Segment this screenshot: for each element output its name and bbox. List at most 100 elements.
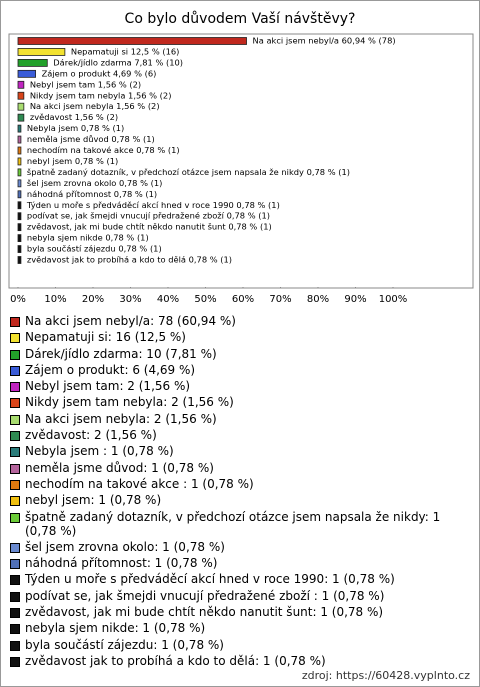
legend-label: Na akci jsem nebyl/a: 78 (60,94 %)	[25, 314, 236, 328]
legend-swatch	[10, 512, 20, 523]
bar-label: Nepamatuji si 12,5 % (16)	[71, 46, 180, 56]
legend-label: byla součástí zájezdu: 1 (0,78 %)	[25, 637, 224, 652]
legend-label: Nebyla jsem : 1 (0,78 %)	[25, 444, 174, 459]
legend-label: nechodím na takové akce : 1 (0,78 %)	[25, 476, 254, 491]
bar	[17, 80, 25, 89]
legend-label: nebyla sjem nikde: 1 (0,78 %)	[25, 621, 206, 636]
legend-item: podívat se, jak šmejdi vnucují předražen…	[10, 589, 472, 603]
x-tick-label: 50%	[194, 294, 216, 305]
bar	[17, 223, 22, 232]
legend-item: šel jsem zrovna okolo: 1 (0,78 %)	[10, 540, 472, 554]
legend-label: Na akci jsem nebyla: 2 (1,56 %)	[25, 411, 217, 426]
legend-item: nebyla sjem nikde: 1 (0,78 %)	[10, 621, 472, 635]
bar-label: nechodím na takové akce 0,78 % (1)	[27, 145, 180, 155]
legend-swatch	[10, 542, 20, 553]
bar	[17, 59, 48, 67]
x-tick-label: 60%	[232, 294, 254, 305]
bar-label: podívat se, jak šmejdi vnucují předražen…	[27, 211, 270, 221]
legend-item: zvědavost jak to probíhá a kdo to dělá: …	[10, 654, 472, 668]
legend-swatch	[10, 479, 20, 490]
bar	[17, 91, 25, 100]
legend-swatch	[10, 398, 20, 409]
x-tick-label: 20%	[82, 294, 104, 305]
legend-swatch	[10, 414, 20, 425]
x-tick-label: 90%	[344, 294, 366, 305]
legend-item: byla součástí zájezdu: 1 (0,78 %)	[10, 638, 472, 652]
legend-label: zvědavost jak to probíhá a kdo to dělá: …	[25, 653, 326, 668]
legend-swatch	[10, 463, 20, 474]
bar	[17, 256, 22, 264]
legend-item: špatně zadaný dotazník, v předchozí otáz…	[10, 510, 472, 538]
legend-item: Zájem o produkt: 6 (4,69 %)	[10, 363, 472, 377]
bar	[17, 135, 22, 144]
legend-swatch	[10, 431, 20, 442]
x-tick-label: 70%	[269, 294, 291, 305]
bar-label: nebyl jsem 0,78 % (1)	[27, 156, 118, 166]
x-tick-label: 40%	[157, 294, 179, 305]
legend-item: zvědavost, jak mi bude chtít někdo nanut…	[10, 605, 472, 619]
bar	[17, 102, 25, 111]
bar	[17, 234, 22, 243]
legend-label: nebyl jsem: 1 (0,78 %)	[25, 493, 162, 508]
bar	[17, 113, 25, 122]
bar	[17, 190, 22, 199]
bar-label: nebyla sjem nikde 0,78 % (1)	[27, 233, 149, 243]
legend-item: neměla jsme důvod: 1 (0,78 %)	[10, 461, 472, 475]
legend-swatch	[10, 624, 20, 635]
bar-label: šel jsem zrovna okolo 0,78 % (1)	[27, 178, 162, 188]
legend-item: náhodná přítomnost: 1 (0,78 %)	[10, 556, 472, 570]
bar-label: zvědavost 1,56 % (2)	[30, 112, 118, 122]
legend-swatch	[10, 333, 20, 344]
bar	[17, 157, 22, 166]
legend-label: Nikdy jsem tam nebyla: 2 (1,56 %)	[25, 395, 234, 410]
bar	[17, 168, 22, 177]
legend-swatch	[10, 349, 20, 360]
source: zdroj: https://60428.vyplnto.cz	[301, 669, 470, 682]
legend-label: Dárek/jídlo zdarma: 10 (7,81 %)	[25, 346, 217, 361]
bar-label: neměla jsme důvod 0,78 % (1)	[27, 134, 155, 144]
legend-label: náhodná přítomnost: 1 (0,78 %)	[25, 556, 218, 571]
bar	[17, 212, 22, 221]
legend-swatch	[10, 317, 20, 327]
legend-label: Nebyl jsem tam: 2 (1,56 %)	[25, 379, 191, 394]
bar-label: Dárek/jídlo zdarma 7,81 % (10)	[53, 57, 183, 67]
x-tick-label: 100%	[379, 294, 408, 305]
legend-swatch	[10, 575, 20, 586]
legend-swatch	[10, 496, 20, 507]
legend-swatch	[10, 591, 20, 602]
legend-item: Nebyla jsem : 1 (0,78 %)	[10, 444, 472, 458]
bar-label: Týden u moře s předváděcí akcí hned v ro…	[26, 200, 280, 210]
legend-item: Nepamatuji si: 16 (12,5 %)	[10, 330, 472, 344]
bar-label: Na akci jsem nebyla 1,56 % (2)	[30, 101, 160, 111]
legend-item: Nikdy jsem tam nebyla: 2 (1,56 %)	[10, 395, 472, 409]
legend-item: nechodím na takové akce : 1 (0,78 %)	[10, 477, 472, 491]
bar	[17, 48, 66, 56]
legend-item: Nebyl jsem tam: 2 (1,56 %)	[10, 379, 472, 393]
bar-label: Na akci jsem nebyl/a 60,94 % (78)	[253, 36, 396, 46]
legend-item: nebyl jsem: 1 (0,78 %)	[10, 493, 472, 507]
bar-label: Nebyla jsem 0,78 % (1)	[27, 123, 124, 133]
x-tick-label: 30%	[119, 294, 141, 305]
chart: Co bylo důvodem Vaší návštěvy? 0% 10% 20% 3…	[8, 11, 474, 305]
legend-item: Týden u moře s předváděcí akcí hned v ro…	[10, 572, 472, 586]
legend-label: neměla jsme důvod: 1 (0,78 %)	[25, 460, 214, 475]
bar-label: zvědavost jak to probíhá a kdo to dělá 0…	[27, 255, 232, 265]
bar-label: zvědavost, jak mi bude chtít někdo nanut…	[27, 222, 272, 232]
bar-label: náhodná přítomnost 0,78 % (1)	[27, 189, 157, 199]
legend-label: šel jsem zrovna okolo: 1 (0,78 %)	[25, 539, 225, 554]
legend-label: zvědavost, jak mi bude chtít někdo nanut…	[25, 605, 384, 620]
bar-label: byla součástí zájezdu 0,78 % (1)	[27, 244, 162, 254]
legend-label: zvědavost: 2 (1,56 %)	[25, 428, 157, 443]
plot-frame	[8, 33, 474, 289]
legend-swatch	[10, 365, 20, 376]
legend-item: zvědavost: 2 (1,56 %)	[10, 428, 472, 442]
bar	[17, 124, 22, 133]
bar	[17, 146, 22, 155]
x-tick-label: 10%	[44, 294, 66, 305]
chart-title: Co bylo důvodem Vaší návštěvy?	[125, 11, 356, 27]
legend-label: podívat se, jak šmejdi vnucují předražen…	[25, 588, 385, 603]
bar-label: Nebyl jsem tam 1,56 % (2)	[30, 79, 141, 89]
bar	[17, 245, 22, 253]
legend-swatch	[10, 640, 20, 651]
